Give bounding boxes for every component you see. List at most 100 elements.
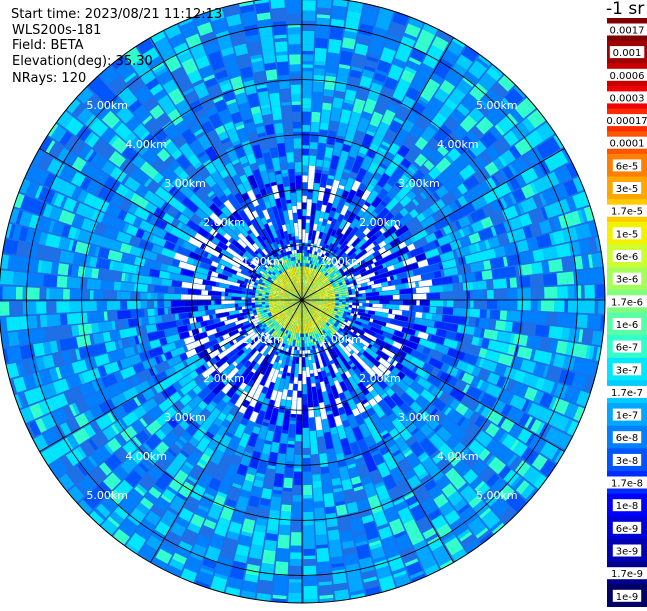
ray-gate: [16, 287, 23, 300]
ray-gate: [115, 320, 126, 330]
ray-gate: [304, 566, 317, 577]
ray-gate: [91, 323, 99, 334]
ray-gate: [452, 275, 460, 283]
ray-gate: [310, 132, 318, 143]
ray-gate: [83, 290, 90, 300]
ray-gate: [352, 303, 356, 306]
ray-gate: [316, 159, 323, 167]
ray-gate: [302, 172, 308, 176]
ray-gate: [480, 309, 487, 318]
ray-gate: [290, 414, 296, 418]
ray-gate: [117, 292, 121, 301]
ray-gate: [291, 532, 302, 546]
ray-gate: [188, 312, 192, 318]
ray-gate: [317, 0, 332, 9]
ray-gate: [306, 209, 311, 216]
ray-gate: [288, 441, 295, 445]
ray-gate: [184, 301, 194, 307]
ray-gate: [302, 347, 304, 350]
ray-gate: [303, 512, 314, 526]
ray-gate: [372, 288, 376, 292]
ray-gate: [369, 300, 379, 304]
ray-gate: [317, 8, 331, 16]
ray-gate: [286, 447, 294, 461]
ray-gate: [297, 398, 302, 402]
ray-gate: [156, 323, 164, 331]
ray-gate: [294, 350, 297, 354]
ray-gate: [302, 344, 304, 347]
ray-gate: [302, 51, 314, 55]
ray-gate: [379, 295, 393, 299]
ray-gate: [292, 509, 302, 516]
ray-gate: [140, 293, 147, 300]
ray-gate: [302, 165, 308, 172]
ray-gate: [144, 309, 148, 316]
ray-gate: [568, 328, 580, 342]
ray-gate: [302, 31, 314, 45]
ray-gate: [299, 357, 302, 360]
ray-gate: [443, 284, 454, 292]
ray-gate: [164, 294, 171, 300]
ray-gate: [120, 282, 134, 291]
ray-gate: [302, 54, 313, 61]
ray-gate: [302, 125, 310, 132]
ray-gate: [537, 300, 541, 311]
ray-gate: [168, 308, 172, 314]
ray-gate: [548, 326, 563, 339]
ray-gate: [248, 292, 252, 295]
ray-gate: [581, 285, 585, 298]
ray-gate: [23, 287, 27, 300]
ray-gate: [171, 294, 181, 300]
ray-gate: [359, 294, 363, 297]
ray-gate: [101, 270, 112, 280]
ray-gate: [304, 253, 306, 257]
ray-gate: [120, 301, 127, 309]
ray-gate: [296, 421, 302, 435]
ray-gate: [91, 268, 99, 278]
ray-gate: [339, 296, 343, 298]
ray-gate: [356, 303, 360, 306]
ray-gate: [453, 308, 467, 316]
ray-gate: [6, 347, 22, 363]
ray-gate: [258, 580, 273, 595]
ray-gate: [315, 521, 327, 535]
ray-gate: [293, 495, 302, 502]
ray-gate: [316, 534, 328, 545]
ray-gate: [40, 315, 48, 327]
ray-gate: [245, 300, 248, 303]
ray-gate: [554, 300, 564, 312]
ray-gate: [312, 474, 321, 481]
ray-gate: [67, 313, 81, 325]
ray-gate: [302, 196, 307, 203]
ray-gate: [378, 283, 382, 287]
ray-gate: [556, 341, 568, 355]
ray-gate: [349, 297, 352, 299]
ray-gate: [311, 112, 320, 123]
ray-gate: [292, 515, 302, 519]
ray-gate: [291, 411, 296, 415]
ray-gate: [305, 243, 308, 247]
ray-gate: [326, 66, 338, 74]
ray-gate: [252, 303, 256, 306]
ray-gate: [587, 315, 601, 329]
ray-gate: [286, 373, 290, 377]
ray-gate: [359, 297, 366, 300]
ray-gate: [290, 546, 302, 553]
ray-gate: [303, 414, 309, 428]
ray-gate: [295, 441, 302, 455]
ray-gate: [47, 314, 61, 327]
ray-gate: [531, 300, 538, 311]
ray-gate: [308, 407, 314, 418]
ray-gate: [580, 269, 595, 283]
ray-gate: [416, 300, 420, 305]
ray-gate: [147, 293, 151, 300]
ray-gate: [323, 96, 333, 104]
ray-gate: [517, 288, 531, 299]
ray-gate: [329, 543, 342, 558]
ray-gate: [315, 38, 328, 49]
ray-gate: [304, 256, 306, 260]
ray-gate: [128, 318, 139, 327]
ray-gate: [312, 92, 322, 103]
ray-gate: [215, 301, 222, 305]
ray-gate: [494, 289, 508, 299]
